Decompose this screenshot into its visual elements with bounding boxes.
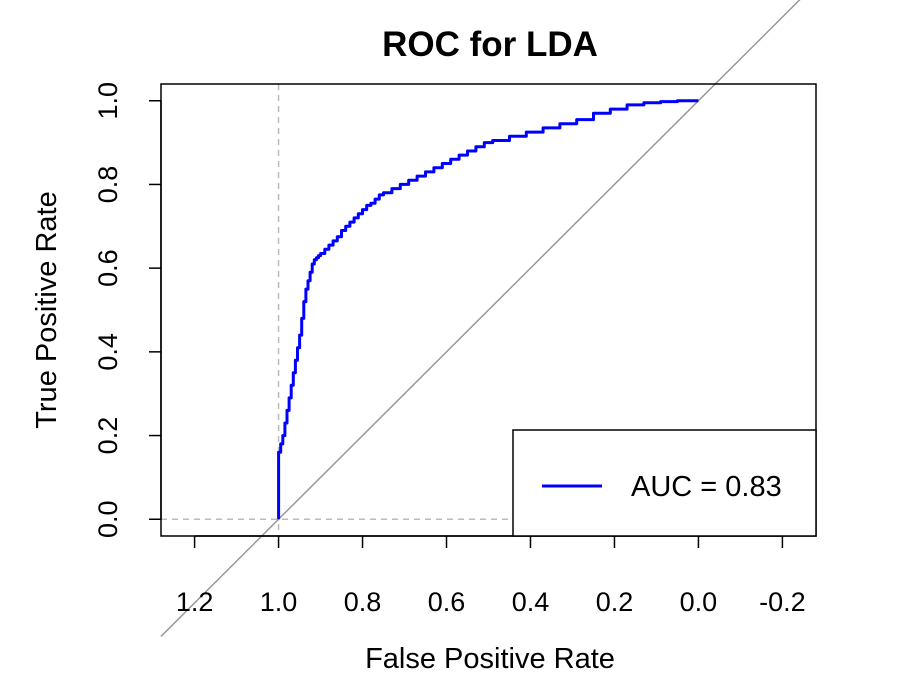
y-tick-label: 0.4 [93,333,123,371]
x-axis: 1.2 1.0 0.8 0.6 0.4 0.2 0.0 -0.2 [176,535,806,617]
y-axis: 0.0 0.2 0.4 0.6 0.8 1.0 [93,82,162,538]
x-tick-label: 1.2 [176,587,214,617]
x-tick-label: -0.2 [759,587,806,617]
x-tick-label: 0.6 [428,587,466,617]
y-tick-label: 0.0 [93,500,123,538]
legend: AUC = 0.83 [512,429,817,537]
x-tick-label: 0.8 [344,587,382,617]
x-tick-label: 0.2 [596,587,634,617]
x-axis-label: False Positive Rate [365,643,615,675]
x-tick-label: 1.0 [260,587,298,617]
reference-diagonal-line [160,0,801,637]
y-tick-label: 0.8 [93,166,123,204]
y-axis-label: True Positive Rate [31,191,63,428]
legend-box [512,429,817,537]
legend-entry-auc: AUC = 0.83 [631,471,782,503]
y-tick-label: 0.6 [93,249,123,287]
x-tick-label: 0.4 [512,587,550,617]
chart-title: ROC for LDA [382,25,598,64]
reference-diagonal [160,0,801,637]
y-tick-label: 1.0 [93,82,123,120]
roc-series [277,99,699,520]
roc-curve-line-0 [277,99,699,520]
y-tick-label: 0.2 [93,417,123,455]
x-tick-label: 0.0 [680,587,718,617]
